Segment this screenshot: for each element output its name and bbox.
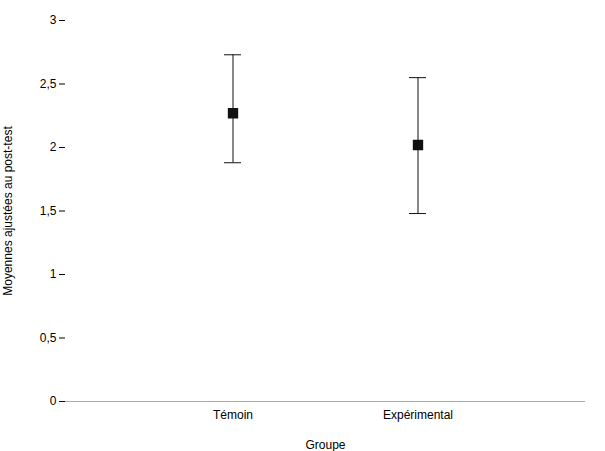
svg-text:1,5: 1,5 bbox=[40, 204, 57, 218]
svg-text:1: 1 bbox=[50, 267, 57, 281]
svg-text:0,5: 0,5 bbox=[40, 331, 57, 345]
svg-text:0: 0 bbox=[50, 394, 57, 408]
svg-text:3: 3 bbox=[50, 13, 57, 27]
svg-text:Témoin: Témoin bbox=[213, 408, 253, 422]
svg-text:2: 2 bbox=[50, 140, 57, 154]
svg-text:Groupe: Groupe bbox=[305, 438, 345, 451]
svg-text:Moyennes ajustées au post-test: Moyennes ajustées au post-test bbox=[1, 126, 15, 296]
svg-text:2,5: 2,5 bbox=[40, 77, 57, 91]
svg-text:Expérimental: Expérimental bbox=[383, 408, 453, 422]
